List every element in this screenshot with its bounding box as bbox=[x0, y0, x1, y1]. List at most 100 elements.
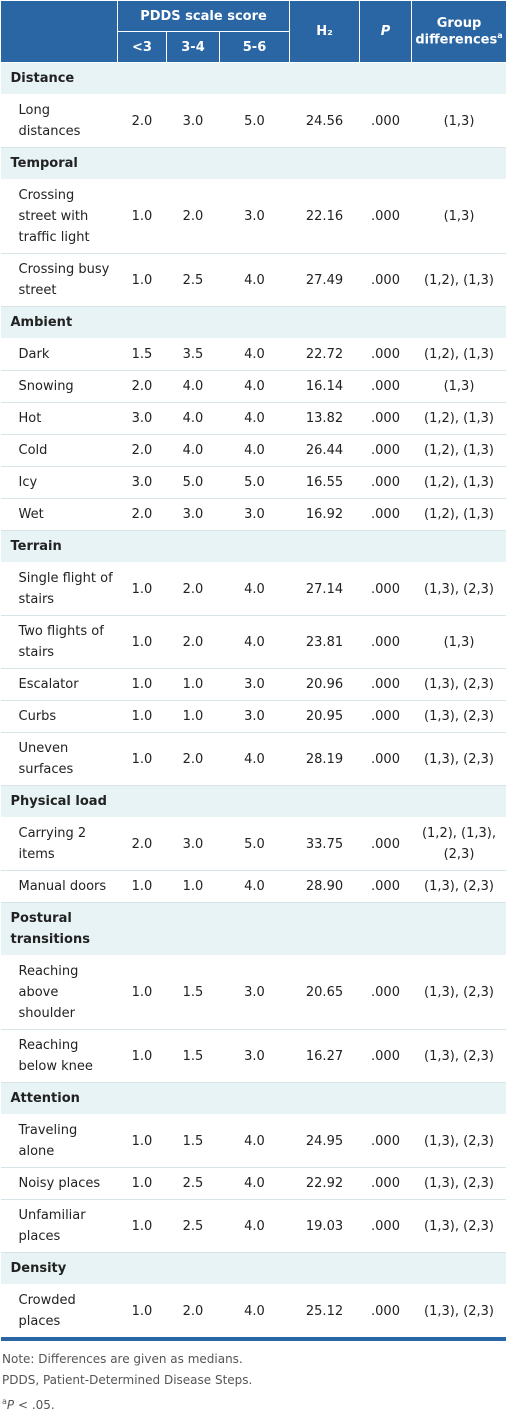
cell: 1.0 bbox=[118, 254, 167, 307]
footnote-mark: a bbox=[497, 31, 502, 40]
cell: 13.82 bbox=[290, 403, 360, 435]
cell: 4.0 bbox=[220, 403, 290, 435]
section-cell bbox=[290, 148, 360, 180]
cell: 4.0 bbox=[220, 254, 290, 307]
cell: 2.0 bbox=[167, 733, 220, 786]
page: PDDS scale score H₂ P Group differencesa… bbox=[0, 0, 506, 1384]
section-cell bbox=[220, 786, 290, 818]
row-label: Unfamiliar places bbox=[1, 1200, 118, 1253]
cell: 3.0 bbox=[118, 467, 167, 499]
section-cell bbox=[290, 63, 360, 95]
cell: 1.0 bbox=[167, 871, 220, 903]
row-label: Manual doors bbox=[1, 871, 118, 903]
section-row: Density bbox=[1, 1253, 506, 1285]
section-cell bbox=[290, 307, 360, 339]
section-cell bbox=[167, 531, 220, 563]
section-cell bbox=[360, 1083, 412, 1115]
section-row: Terrain bbox=[1, 531, 506, 563]
section-cell bbox=[290, 531, 360, 563]
section-cell bbox=[118, 786, 167, 818]
cell: 23.81 bbox=[290, 616, 360, 669]
cell: 1.0 bbox=[118, 871, 167, 903]
cell: 2.5 bbox=[167, 254, 220, 307]
cell: 2.0 bbox=[167, 616, 220, 669]
cell: 5.0 bbox=[220, 95, 290, 148]
section-cell bbox=[412, 903, 506, 956]
cell: 4.0 bbox=[220, 1115, 290, 1168]
header-diff: Group differencesa bbox=[412, 1, 506, 63]
section-cell bbox=[118, 1253, 167, 1285]
header-blank bbox=[1, 1, 118, 63]
row-label: Long distances bbox=[1, 95, 118, 148]
cell: 24.95 bbox=[290, 1115, 360, 1168]
cell: (1,3), (2,3) bbox=[412, 701, 506, 733]
cell: 16.14 bbox=[290, 371, 360, 403]
cell: 4.0 bbox=[220, 371, 290, 403]
cell: 4.0 bbox=[220, 616, 290, 669]
cell: 4.0 bbox=[220, 1168, 290, 1200]
cell: .000 bbox=[360, 701, 412, 733]
section-title: Density bbox=[1, 1253, 118, 1285]
section-title: Distance bbox=[1, 63, 118, 95]
cell: .000 bbox=[360, 818, 412, 871]
header-diff-text: Group differences bbox=[415, 16, 497, 47]
section-title: Attention bbox=[1, 1083, 118, 1115]
section-cell bbox=[412, 63, 506, 95]
section-cell bbox=[167, 1253, 220, 1285]
section-cell bbox=[290, 1083, 360, 1115]
cell: 2.0 bbox=[167, 563, 220, 616]
cell: (1,3), (2,3) bbox=[412, 669, 506, 701]
section-cell bbox=[290, 786, 360, 818]
header-p: P bbox=[360, 1, 412, 63]
cell: 3.0 bbox=[220, 701, 290, 733]
cell: (1,2), (1,3) bbox=[412, 467, 506, 499]
cell: 1.0 bbox=[118, 701, 167, 733]
note-line: aP < .05. bbox=[2, 1391, 506, 1416]
cell: (1,2), (1,3), (2,3) bbox=[412, 818, 506, 871]
section-cell bbox=[412, 148, 506, 180]
cell: 5.0 bbox=[220, 467, 290, 499]
cell: 1.0 bbox=[118, 1200, 167, 1253]
cell: 2.0 bbox=[118, 499, 167, 531]
cell: 28.90 bbox=[290, 871, 360, 903]
cell: .000 bbox=[360, 339, 412, 371]
section-cell bbox=[167, 148, 220, 180]
section-cell bbox=[220, 531, 290, 563]
cell: 5.0 bbox=[220, 818, 290, 871]
cell: (1,3), (2,3) bbox=[412, 1285, 506, 1340]
cell: 4.0 bbox=[220, 563, 290, 616]
row-label: Crossing street with traffic light bbox=[1, 180, 118, 254]
cell: 1.0 bbox=[118, 1030, 167, 1083]
cell: 2.5 bbox=[167, 1168, 220, 1200]
row-label: Two flights of stairs bbox=[1, 616, 118, 669]
cell: .000 bbox=[360, 1115, 412, 1168]
cell: .000 bbox=[360, 403, 412, 435]
row-label: Crossing busy street bbox=[1, 254, 118, 307]
cell: 3.0 bbox=[167, 499, 220, 531]
cell: .000 bbox=[360, 669, 412, 701]
section-cell bbox=[220, 63, 290, 95]
cell: (1,3), (2,3) bbox=[412, 1030, 506, 1083]
cell: 2.0 bbox=[167, 180, 220, 254]
cell: 33.75 bbox=[290, 818, 360, 871]
cell: .000 bbox=[360, 180, 412, 254]
cell: 1.5 bbox=[118, 339, 167, 371]
cell: 22.72 bbox=[290, 339, 360, 371]
cell: (1,3), (2,3) bbox=[412, 1115, 506, 1168]
cell: 1.0 bbox=[118, 956, 167, 1030]
section-cell bbox=[290, 1253, 360, 1285]
cell: (1,3) bbox=[412, 371, 506, 403]
header-group: 3-4 bbox=[167, 32, 220, 63]
section-title: Temporal bbox=[1, 148, 118, 180]
cell: 19.03 bbox=[290, 1200, 360, 1253]
